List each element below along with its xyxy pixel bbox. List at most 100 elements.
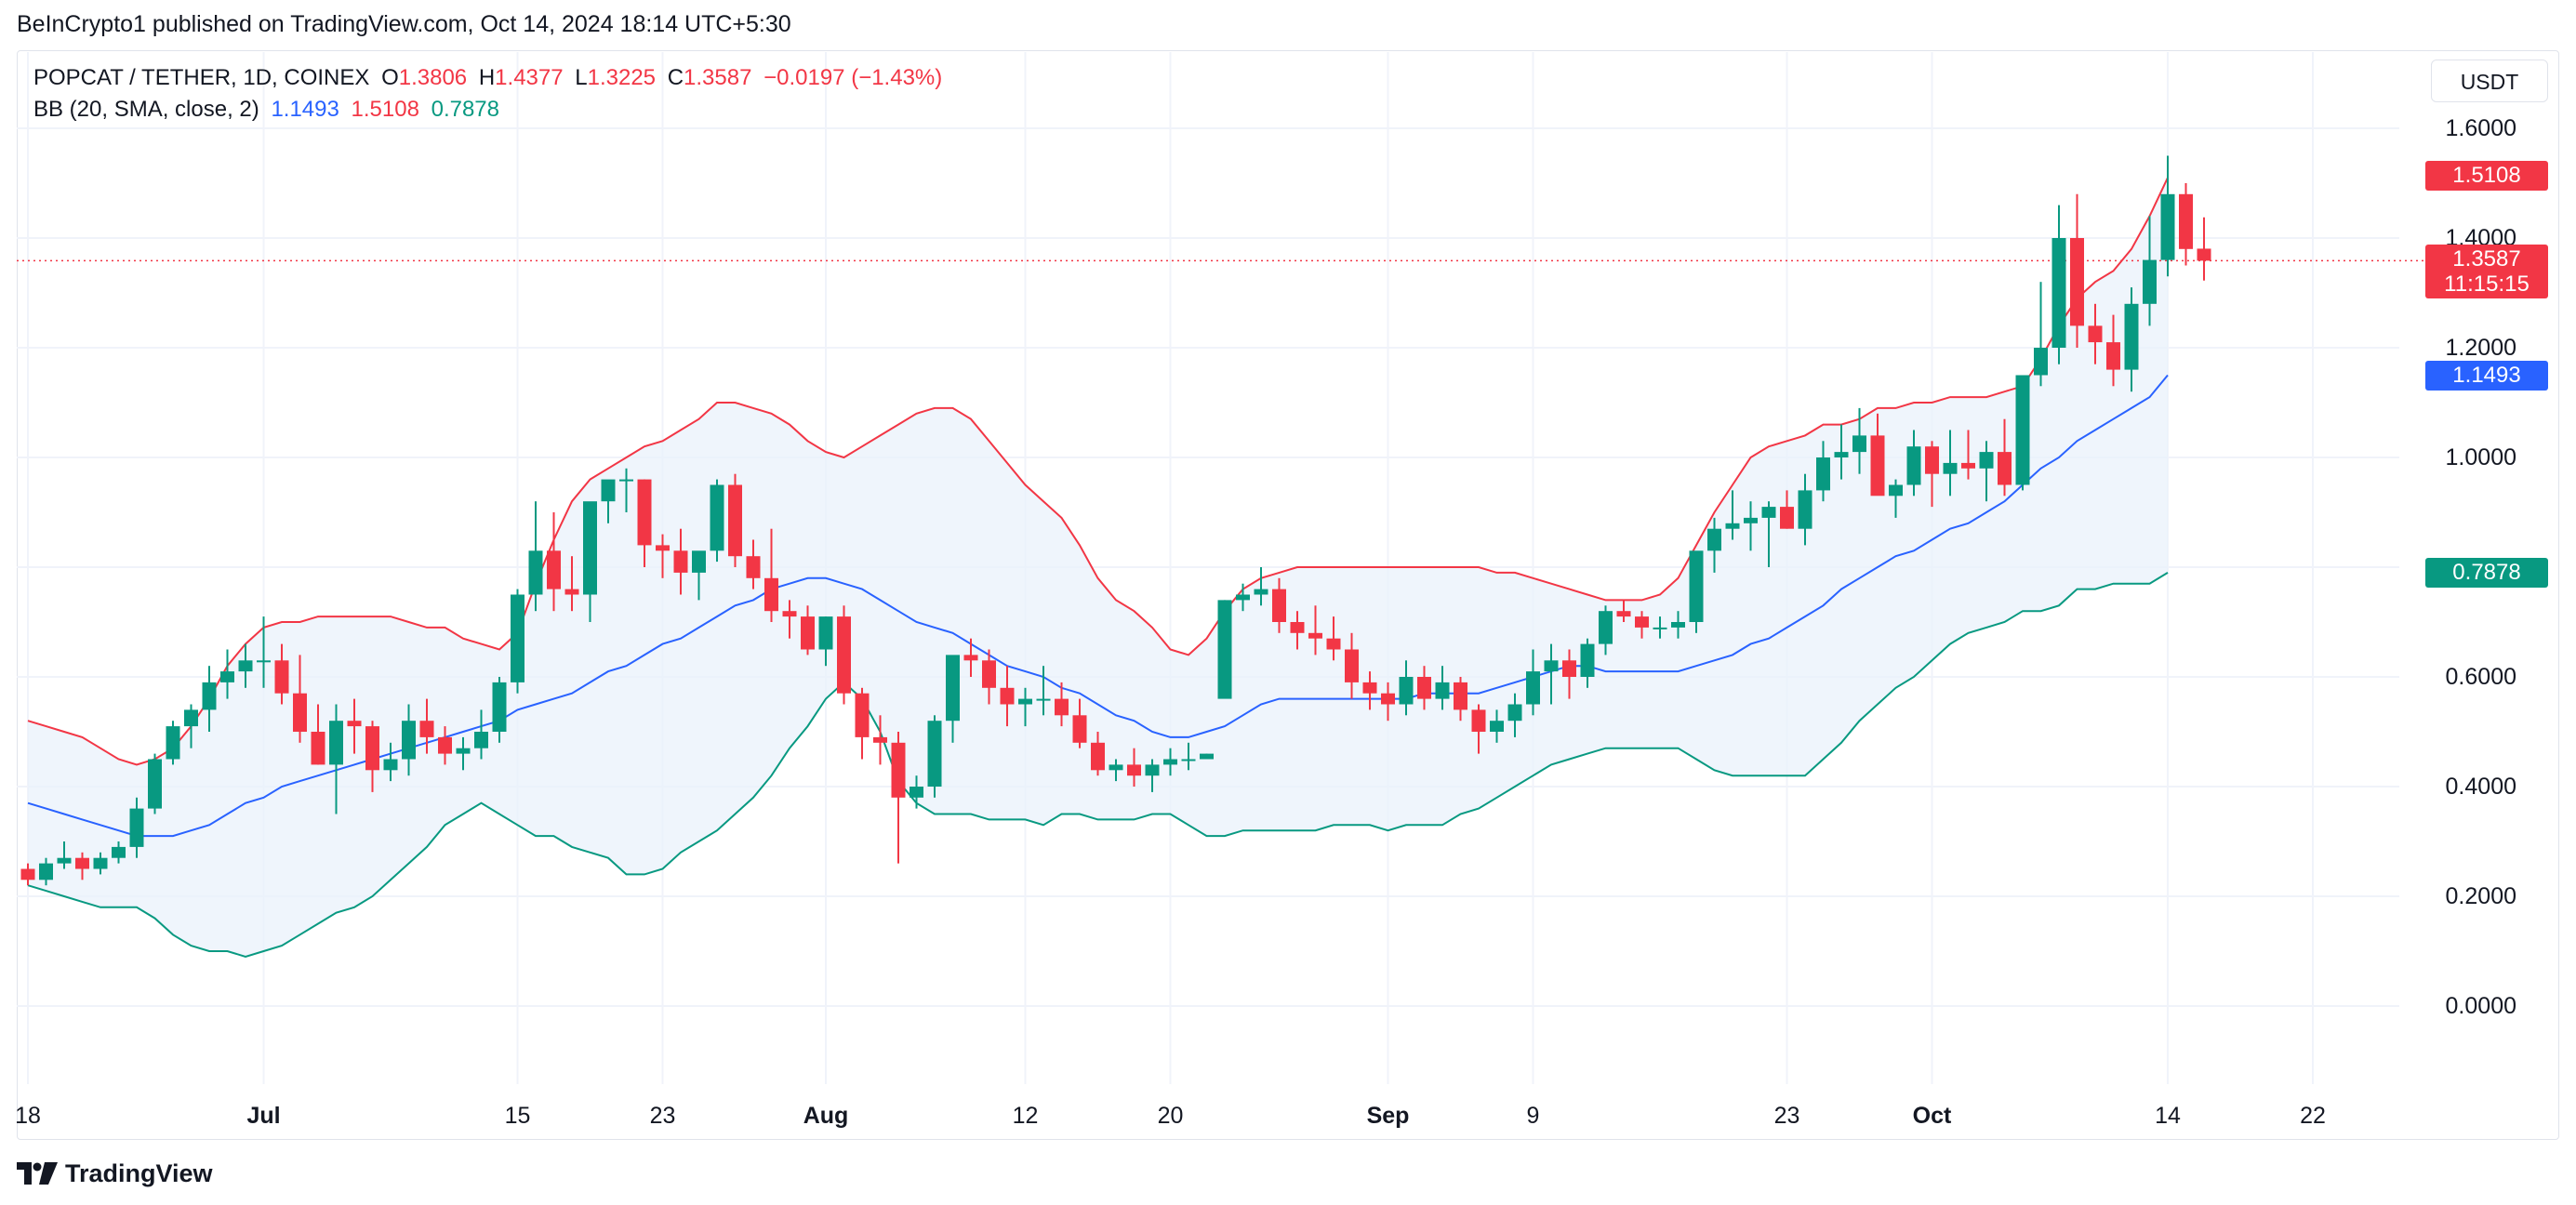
symbol-name[interactable]: POPCAT / TETHER, 1D, COINEX	[33, 65, 370, 90]
close-value: 1.3587	[684, 65, 752, 90]
candle-body	[184, 709, 198, 727]
candle-body	[1925, 446, 1939, 474]
candle	[656, 534, 670, 578]
candle	[1109, 759, 1123, 782]
currency-selector[interactable]: USDT	[2431, 60, 2548, 102]
candles	[20, 155, 2211, 886]
candle-body	[1599, 611, 1613, 644]
candle	[1362, 671, 1377, 710]
candle	[891, 732, 906, 864]
tradingview-logo[interactable]: TradingView	[17, 1158, 213, 1189]
candle-body	[601, 479, 616, 502]
candle-body	[20, 868, 35, 881]
candle	[583, 501, 597, 622]
candle	[692, 550, 706, 601]
countdown-timer: 11:15:15	[2444, 271, 2530, 297]
candle-body	[963, 655, 978, 661]
candle	[311, 704, 325, 765]
candle	[511, 589, 524, 694]
candle-body	[1181, 759, 1196, 761]
candle	[1998, 418, 2012, 497]
candle	[365, 721, 379, 792]
candle	[1834, 424, 1849, 480]
candle	[39, 857, 53, 886]
candle-body	[1889, 484, 1903, 497]
candle	[1744, 501, 1758, 551]
bb-upper-badge: 1.5108	[2425, 161, 2548, 191]
y-tick-label: 1.0000	[2446, 444, 2516, 470]
candle-body	[1780, 507, 1794, 529]
candle-body	[1580, 643, 1595, 677]
candle-body	[402, 721, 416, 760]
candle-body	[148, 759, 162, 809]
bb-label[interactable]: BB (20, SMA, close, 2)	[33, 97, 259, 122]
candle-body	[1091, 742, 1105, 771]
candle	[75, 852, 89, 881]
candle	[347, 698, 362, 754]
bollinger-bands	[17, 177, 2425, 958]
candle	[492, 677, 507, 743]
candle-body	[1906, 446, 1921, 485]
candle	[419, 698, 434, 754]
candle	[1326, 616, 1341, 661]
candle	[2052, 205, 2066, 364]
candle	[456, 736, 471, 771]
candle	[1399, 660, 1414, 716]
candle-body	[1798, 490, 1812, 529]
x-tick-label: Aug	[803, 1103, 849, 1129]
candle	[547, 512, 561, 612]
candle-body	[1272, 589, 1286, 622]
bb-upper-line	[27, 177, 2169, 766]
x-tick-label: 9	[1527, 1103, 1540, 1129]
candle-body	[1544, 660, 1559, 672]
candle-body	[75, 857, 89, 869]
candle	[220, 649, 234, 699]
candle	[1889, 479, 1903, 518]
candle-body	[329, 721, 343, 765]
bb-upper-value: 1.5108	[351, 97, 419, 122]
candle	[1943, 430, 1958, 497]
last-price-badge: 1.3587 11:15:15	[2425, 245, 2548, 298]
candle-body	[1979, 452, 1994, 469]
candle	[673, 528, 688, 595]
candle-body	[438, 736, 452, 754]
candle-body	[1707, 528, 1721, 551]
candle-body	[1236, 594, 1250, 601]
candle-body	[419, 721, 434, 737]
candle	[1526, 649, 1540, 716]
change-value: −0.0197 (−1.43%)	[764, 65, 943, 90]
candle-body	[746, 556, 761, 578]
candle-body	[1163, 759, 1177, 765]
candle	[238, 643, 253, 688]
candle-body	[1526, 671, 1540, 705]
candle	[148, 753, 162, 814]
candle	[2106, 314, 2120, 387]
indicator-legend: BB (20, SMA, close, 2) 1.1493 1.5108 0.7…	[33, 97, 505, 123]
candle-body	[1761, 507, 1776, 518]
candle-body	[2088, 325, 2103, 343]
candle-body	[1055, 698, 1069, 716]
candle	[873, 715, 887, 765]
candle-body	[1961, 462, 1975, 469]
candle-body	[583, 501, 597, 595]
candle	[746, 539, 761, 589]
candle	[1707, 517, 1721, 573]
candle-body	[873, 736, 887, 743]
candle-body	[782, 611, 797, 617]
candle-body	[2070, 238, 2084, 326]
candle	[166, 721, 180, 765]
candle-body	[1671, 622, 1685, 628]
candle	[474, 709, 488, 760]
candle	[1435, 666, 1450, 710]
candle	[2179, 183, 2193, 266]
candle	[184, 704, 198, 748]
x-tick-label: 22	[2300, 1103, 2326, 1129]
candle	[1471, 704, 1486, 754]
candle	[1961, 430, 1975, 480]
candle-body	[1852, 435, 1866, 453]
candle	[1055, 682, 1069, 727]
x-tick-label: Oct	[1913, 1103, 1952, 1129]
candle	[112, 841, 126, 864]
bb-lower-value: 0.7878	[431, 97, 499, 122]
